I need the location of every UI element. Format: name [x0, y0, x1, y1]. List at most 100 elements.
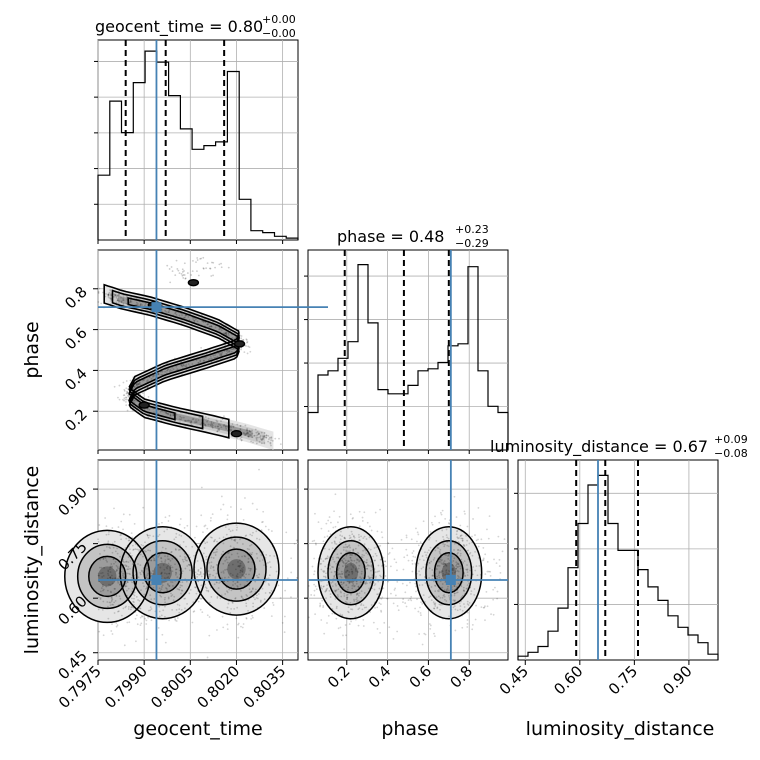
- sample-point: [234, 568, 237, 571]
- sample-point: [166, 589, 169, 592]
- sample-point: [377, 593, 380, 596]
- sample-point: [260, 439, 263, 442]
- sample-point: [411, 552, 414, 554]
- sample-point: [453, 585, 456, 588]
- sample-point: [114, 294, 117, 297]
- sample-point: [236, 581, 239, 583]
- sample-point: [178, 523, 181, 526]
- sample-point: [360, 590, 363, 593]
- sample-point: [248, 548, 250, 551]
- sample-point: [468, 542, 471, 545]
- sample-point: [362, 537, 365, 540]
- contour-line: [335, 551, 366, 594]
- sample-point: [206, 419, 209, 422]
- sample-point: [379, 508, 381, 511]
- sample-point: [110, 630, 113, 632]
- sample-point: [322, 570, 325, 572]
- sample-point: [434, 605, 437, 607]
- sample-point: [248, 573, 250, 576]
- sample-point: [344, 576, 347, 579]
- sample-point: [202, 267, 205, 270]
- sample-point: [240, 508, 242, 511]
- contour-line: [111, 289, 240, 430]
- x-tick-label: 0.8005: [147, 662, 197, 712]
- hist-bin: [678, 627, 688, 660]
- sample-point: [135, 595, 138, 598]
- sample-point: [179, 518, 182, 520]
- sample-point: [329, 593, 332, 595]
- sample-point: [249, 434, 252, 437]
- y-tick-label: 0.8: [61, 283, 91, 313]
- sample-point: [243, 432, 246, 435]
- sample-point: [176, 268, 179, 270]
- sample-point: [157, 373, 160, 376]
- sample-point: [169, 369, 172, 371]
- sample-point: [341, 559, 343, 562]
- sample-point: [431, 523, 434, 526]
- sample-point: [456, 609, 459, 612]
- sample-point: [134, 386, 137, 388]
- sample-point: [459, 567, 462, 570]
- sample-point: [455, 564, 457, 567]
- sample-point: [196, 257, 199, 259]
- sample-point: [119, 583, 121, 586]
- sample-point: [387, 542, 389, 545]
- sample-point: [350, 620, 352, 623]
- sample-point: [176, 603, 179, 606]
- sample-point: [457, 576, 460, 578]
- sample-point: [204, 423, 206, 426]
- sample-point: [222, 562, 225, 565]
- sample-point: [109, 576, 112, 579]
- sample-point: [247, 557, 250, 560]
- sample-point: [226, 514, 229, 517]
- sample-point: [370, 564, 373, 567]
- contour-peak: [230, 429, 243, 438]
- sample-point: [437, 547, 440, 550]
- sample-point: [209, 536, 212, 539]
- sample-point: [131, 544, 134, 547]
- sample-point: [431, 574, 434, 577]
- sample-point: [239, 437, 242, 440]
- sample-point: [237, 565, 240, 568]
- sample-point: [368, 576, 371, 579]
- sample-point: [116, 294, 119, 297]
- sample-point: [369, 577, 372, 579]
- sample-point: [180, 592, 182, 595]
- sample-point: [467, 549, 470, 552]
- sample-point: [447, 522, 450, 524]
- sample-point: [442, 542, 444, 545]
- sample-point: [322, 575, 325, 578]
- sample-point: [114, 560, 117, 563]
- sample-point: [384, 560, 387, 563]
- sample-point: [349, 601, 352, 604]
- sample-point: [187, 419, 190, 422]
- sample-point: [192, 610, 195, 613]
- sample-point: [374, 559, 377, 562]
- sample-point: [263, 432, 266, 434]
- sample-point: [445, 589, 448, 592]
- sample-point: [373, 547, 376, 549]
- sample-point: [357, 593, 359, 595]
- sample-point: [114, 293, 117, 296]
- sample-point: [438, 550, 441, 553]
- sample-point: [110, 599, 113, 602]
- sample-point: [463, 590, 466, 593]
- sample-point: [166, 528, 169, 531]
- sample-point: [353, 585, 356, 587]
- sample-point: [243, 584, 246, 587]
- sample-point: [263, 436, 266, 439]
- sample-point: [347, 545, 350, 548]
- sample-point: [322, 560, 325, 563]
- sample-point: [191, 363, 194, 365]
- sample-point: [148, 534, 151, 537]
- sample-point: [338, 572, 341, 575]
- sample-point: [216, 430, 219, 432]
- sample-point: [240, 335, 243, 337]
- sample-point: [147, 572, 150, 575]
- hist-bin: [358, 265, 368, 450]
- sample-point: [351, 570, 354, 573]
- sample-point: [109, 297, 111, 299]
- sample-point: [442, 574, 444, 577]
- sample-point: [179, 555, 182, 558]
- sample-point: [111, 582, 114, 585]
